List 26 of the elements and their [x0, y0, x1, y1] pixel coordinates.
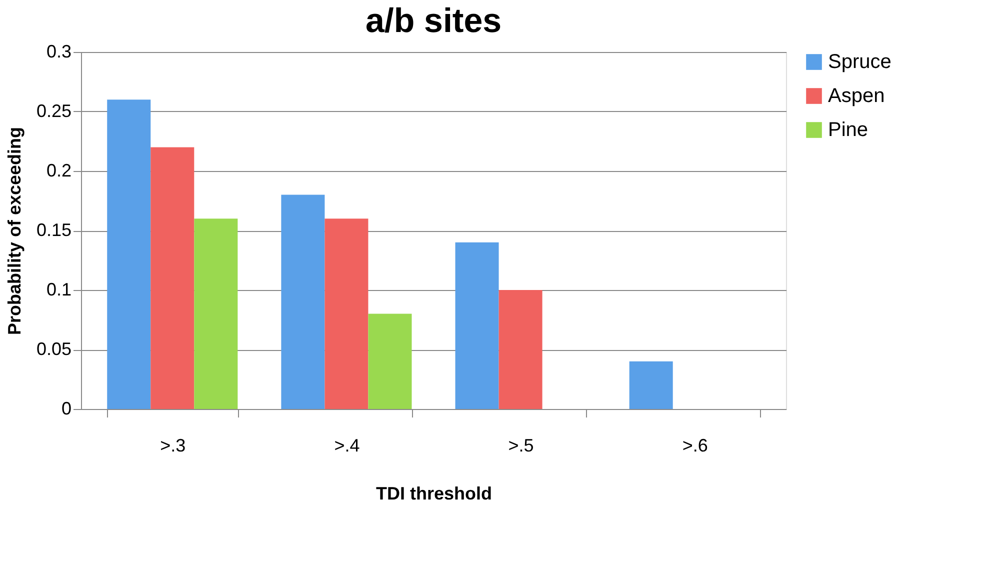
bar: [194, 218, 238, 409]
x-tick-label: >.4: [334, 436, 360, 456]
bar: [150, 147, 194, 409]
x-axis-title: TDI threshold: [376, 484, 492, 504]
y-tick-label: 0.3: [46, 42, 72, 62]
bar: [107, 100, 151, 409]
legend-label: Spruce: [828, 51, 892, 73]
bar: [324, 218, 368, 409]
y-axis-title: Probability of exceeding: [4, 126, 24, 336]
x-tick-label: >.3: [160, 436, 186, 456]
y-tick-label: 0.05: [36, 339, 72, 359]
bar: [498, 290, 542, 409]
y-tick-label: 0.2: [46, 160, 72, 180]
chart-title: a/b sites: [365, 2, 502, 40]
bar: [629, 361, 673, 409]
y-tick-label: 0.15: [36, 220, 72, 240]
bar: [455, 242, 499, 409]
x-tick-label: >.5: [508, 436, 534, 456]
bar: [368, 314, 412, 409]
y-tick-label: 0: [61, 398, 72, 418]
legend-label: Aspen: [828, 85, 885, 107]
y-tick-label: 0.1: [46, 280, 72, 300]
x-tick-label: >.6: [682, 436, 708, 456]
legend-label: Pine: [828, 119, 868, 141]
bar: [281, 194, 325, 409]
y-tick-label: 0.25: [36, 101, 72, 121]
